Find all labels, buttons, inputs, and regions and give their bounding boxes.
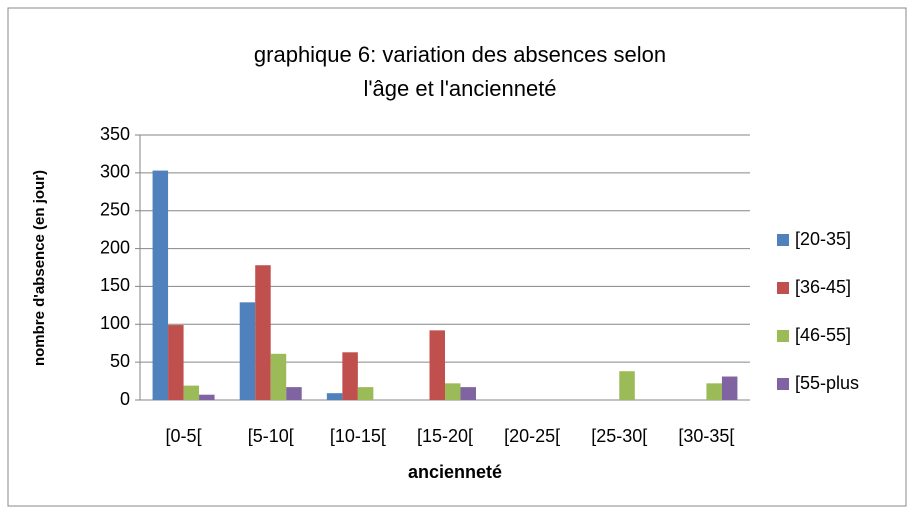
bar bbox=[239, 302, 256, 400]
y-tick-label: 100 bbox=[100, 313, 130, 333]
bar bbox=[721, 376, 738, 400]
legend-label: [46-55] bbox=[795, 325, 851, 345]
bar bbox=[357, 387, 374, 400]
x-tick-label: [5-10[ bbox=[248, 426, 294, 446]
y-tick-label: 50 bbox=[110, 351, 130, 371]
legend-swatch bbox=[777, 378, 789, 390]
legend-label: [55-plus bbox=[795, 373, 859, 393]
bar bbox=[168, 325, 184, 400]
x-axis-label: ancienneté bbox=[408, 462, 502, 482]
x-tick-label: [10-15[ bbox=[330, 426, 386, 446]
y-tick-label: 150 bbox=[100, 275, 130, 295]
bar bbox=[199, 394, 215, 400]
bar bbox=[270, 353, 287, 400]
bar bbox=[152, 170, 169, 400]
bar bbox=[706, 383, 722, 400]
bar bbox=[183, 385, 200, 400]
legend-swatch bbox=[777, 282, 789, 294]
y-tick-label: 350 bbox=[100, 124, 130, 144]
x-tick-label: [25-30[ bbox=[591, 426, 647, 446]
y-tick-label: 0 bbox=[120, 389, 130, 409]
bar bbox=[286, 387, 302, 400]
y-tick-label: 300 bbox=[100, 162, 130, 182]
x-tick-label: [0-5[ bbox=[166, 426, 202, 446]
y-tick-label: 200 bbox=[100, 237, 130, 257]
legend-label: [36-45] bbox=[795, 277, 851, 297]
bar bbox=[445, 383, 461, 400]
bar bbox=[326, 393, 343, 400]
bar bbox=[342, 352, 358, 400]
x-tick-label: [30-35[ bbox=[678, 426, 734, 446]
bar bbox=[460, 387, 476, 400]
y-tick-label: 250 bbox=[100, 199, 130, 219]
legend-swatch bbox=[777, 234, 789, 246]
bar bbox=[429, 330, 445, 400]
legend-swatch bbox=[777, 330, 789, 342]
x-tick-label: [20-25[ bbox=[504, 426, 560, 446]
chart-title: graphique 6: variation des absences selo… bbox=[253, 42, 667, 101]
y-axis-label: nombre d'absence (en jour) bbox=[31, 170, 48, 366]
x-tick-label: [15-20[ bbox=[417, 426, 473, 446]
legend-label: [20-35] bbox=[795, 229, 851, 249]
bar bbox=[619, 371, 635, 400]
bar bbox=[255, 265, 271, 400]
